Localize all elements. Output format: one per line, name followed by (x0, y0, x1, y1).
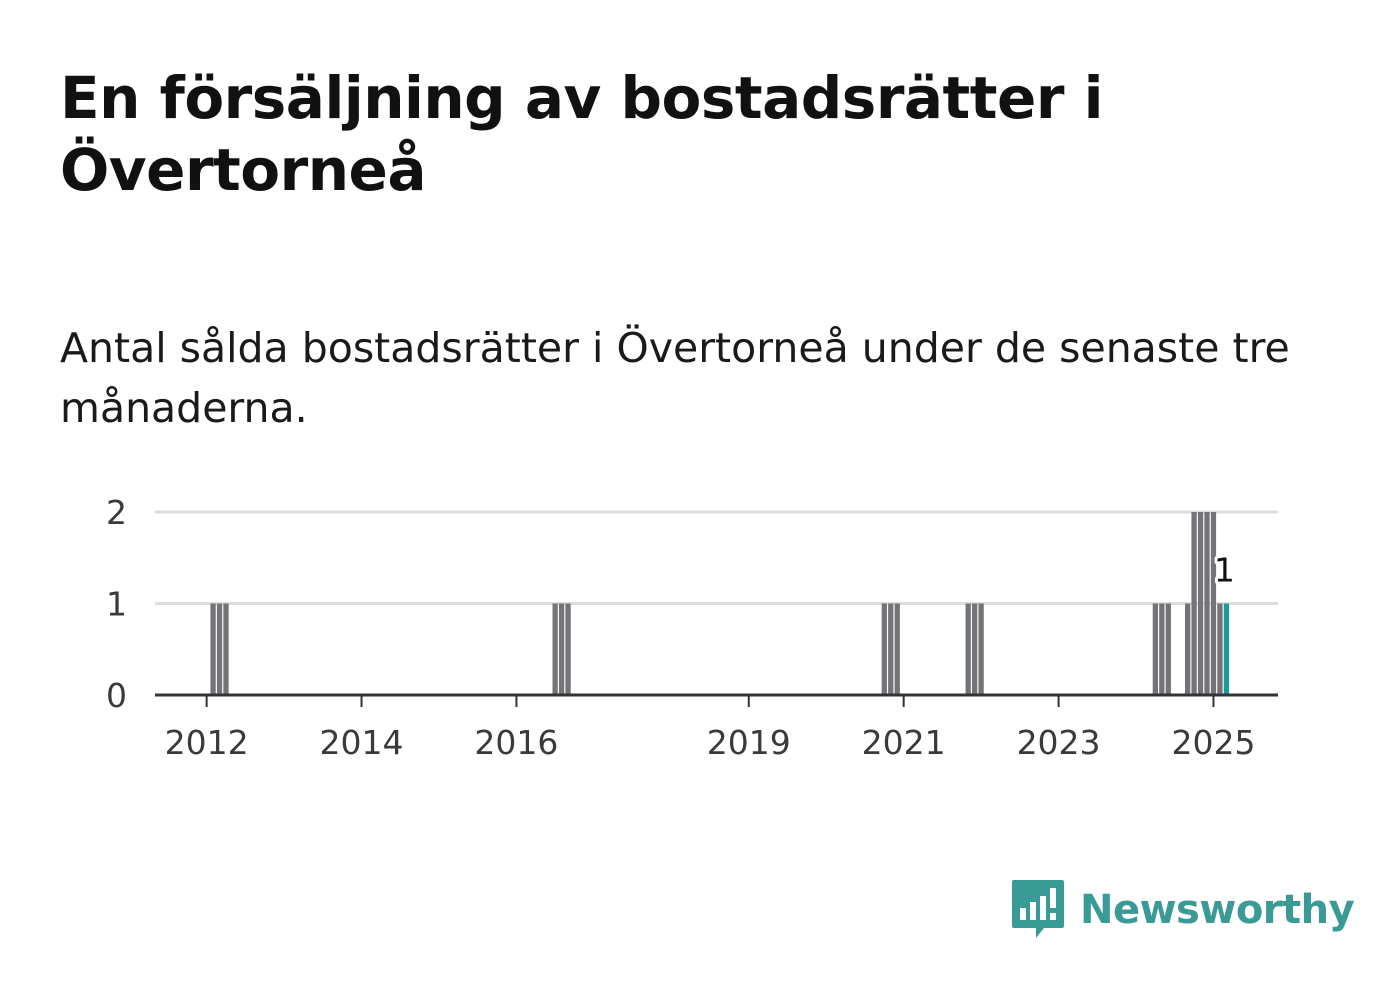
x-tick-label: 2016 (474, 723, 558, 762)
bar (552, 603, 558, 695)
bar (1184, 603, 1191, 695)
y-tick-label: 1 (106, 585, 127, 624)
gridlines (155, 510, 1278, 605)
bar (965, 603, 971, 695)
newsworthy-logo: Newsworthy (1010, 878, 1355, 942)
bar (223, 603, 229, 695)
bar (210, 603, 216, 695)
highlight-value-label: 1 (1214, 551, 1235, 590)
newsworthy-logo-icon (1012, 880, 1064, 938)
x-tick-label: 2021 (862, 723, 946, 762)
y-tick-label: 0 (106, 676, 127, 715)
axes (155, 693, 1278, 707)
bar (1152, 603, 1159, 695)
bar (1210, 512, 1217, 695)
bar (1204, 512, 1210, 695)
bar (565, 603, 571, 695)
bar (1159, 603, 1165, 695)
x-tick-label: 2014 (320, 723, 404, 762)
y-tick-label: 2 (106, 493, 127, 532)
labels: 0 1 2 2012 2014 2016 2019 2021 2023 2025 1 (106, 493, 1255, 762)
bar (216, 603, 223, 695)
brand-name: Newsworthy (1080, 887, 1355, 933)
x-tick-label: 2023 (1017, 723, 1101, 762)
x-tick-label: 2012 (165, 723, 249, 762)
chart-title: En försäljning av bostadsrätter i Överto… (60, 64, 1104, 204)
bars (210, 512, 1230, 695)
x-tick-label: 2025 (1171, 723, 1255, 762)
bar (894, 603, 900, 695)
bar (972, 603, 978, 695)
chart-subtitle: Antal sålda bostadsrätter i Övertorneå u… (60, 324, 1290, 432)
highlight-bar (1223, 603, 1230, 695)
bar (881, 603, 887, 695)
bar-chart: 0 1 2 2012 2014 2016 2019 2021 2023 2025 1 (106, 493, 1278, 762)
bar (1165, 603, 1171, 695)
bar (1197, 512, 1204, 695)
bar (1191, 512, 1197, 695)
bar (558, 603, 565, 695)
bar (978, 603, 984, 695)
bar (888, 603, 894, 695)
bar (1217, 603, 1223, 695)
x-tick-label: 2019 (707, 723, 791, 762)
